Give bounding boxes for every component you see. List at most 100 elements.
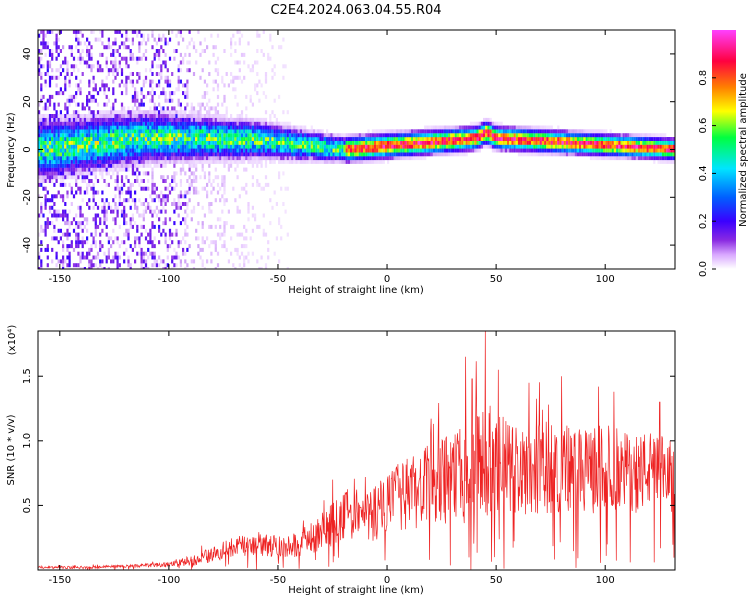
spectrogram-cell [260, 133, 263, 138]
spectrogram-cell [110, 45, 113, 50]
spectrogram-cell [123, 144, 126, 149]
spectrogram-cell [613, 144, 617, 149]
spectrogram-cell [622, 156, 625, 161]
spectrogram-cell [321, 133, 324, 138]
spectrogram-cell [153, 156, 156, 161]
spectrogram-cell [81, 156, 84, 161]
spectrogram-cell [155, 186, 158, 191]
spectrogram-cell [59, 49, 62, 53]
spectrogram-cell [358, 144, 361, 149]
spectrogram-cell [507, 133, 510, 138]
spectrogram-cell [118, 148, 121, 153]
spectrogram-cell [123, 129, 126, 134]
spectrogram-cell [271, 159, 274, 164]
spectrogram-cell [251, 102, 254, 107]
spectrogram-cell [544, 148, 547, 153]
spectrogram-cell [149, 148, 152, 153]
spectrogram-cell [382, 152, 385, 157]
spectrogram-cell [142, 102, 145, 107]
spectrogram-cell [308, 129, 311, 134]
spectrogram-cell [587, 133, 590, 138]
spectrogram-cell [68, 98, 71, 103]
spectrogram-cell [624, 152, 627, 157]
spectrogram-cell [64, 182, 67, 187]
spectrogram-cell [561, 137, 564, 141]
spectrogram-cell [105, 144, 108, 149]
spectrogram-cell [90, 186, 93, 191]
spectrogram-cell [493, 148, 497, 153]
spectrogram-cell [240, 129, 244, 134]
spectrogram-cell [175, 263, 178, 268]
spectrogram-cell [509, 129, 512, 134]
spectrogram-cell [225, 117, 228, 122]
spectrogram-cell [75, 110, 78, 115]
spectrogram-cell [254, 152, 257, 157]
spectrogram-cell [40, 213, 43, 218]
spectrogram-cell [40, 163, 43, 168]
spectrogram-cell [539, 140, 542, 145]
spectrogram-cell [120, 79, 124, 84]
spectrogram-cell [232, 129, 235, 134]
spectrogram-cell [179, 114, 182, 118]
spectrogram-cell [463, 137, 466, 141]
spectrogram-cell [603, 133, 606, 138]
spectrogram-cell [179, 259, 182, 264]
spectrogram-cell [485, 117, 488, 122]
spectrogram-cell [92, 217, 95, 222]
spectrogram-cell [201, 114, 204, 118]
spectrogram-cell [515, 129, 518, 134]
spectrogram-cell [127, 167, 130, 172]
spectrogram-cell [147, 137, 150, 141]
spectrogram-cell [603, 144, 606, 149]
spectrogram-cell [186, 121, 189, 126]
spectrogram-cell [225, 140, 228, 145]
spectrogram-cell [387, 144, 390, 149]
spectrogram-cell [221, 102, 224, 107]
spectrogram-cell [88, 114, 91, 118]
spectrogram-cell [644, 152, 647, 157]
spectrogram-cell [236, 247, 239, 252]
spectrogram-cell [358, 137, 361, 141]
spectrogram-cell [92, 182, 95, 187]
spectrogram-cell [613, 140, 617, 145]
spectrogram-cell [81, 240, 84, 245]
spectrogram-cell [365, 144, 368, 149]
spectrogram-cell [249, 68, 252, 73]
spectrogram-cell [127, 117, 130, 122]
spectrogram-cell [480, 133, 483, 138]
spectrogram-cell [123, 217, 126, 222]
spectrogram-cell [177, 137, 180, 141]
spectrogram-cell [57, 228, 60, 233]
spectrogram-cell [99, 167, 102, 172]
spectrogram-cell [131, 52, 134, 57]
spectrogram-cell [467, 125, 470, 130]
spectrogram-cell [646, 148, 649, 153]
spectrogram-cell [129, 56, 132, 61]
spectrogram-cell [206, 156, 209, 161]
spectrogram-cell [64, 259, 67, 264]
spectrogram-cell [116, 110, 119, 115]
spectrogram-cell [40, 125, 43, 130]
spectrogram-cell [624, 144, 627, 149]
spectrogram-cell [380, 159, 383, 164]
spectrogram-cell [48, 98, 52, 103]
spectrogram-cell [64, 79, 67, 84]
spectrogram-cell [426, 148, 429, 153]
colorbar-label: Normalized spectral amplitude [738, 73, 749, 227]
spectrogram-cell [197, 30, 200, 34]
spectrogram-cell [627, 156, 630, 161]
spectrogram-cell [465, 137, 468, 141]
spectrogram-cell [219, 114, 222, 118]
spectrogram-cell [114, 137, 117, 141]
spectrogram-cell [245, 129, 248, 134]
spectrogram-cell [576, 144, 579, 149]
spectrogram-cell [179, 117, 182, 122]
spectrogram-cell [77, 133, 80, 138]
spectrogram-cell [367, 156, 370, 161]
spectrogram-cell [280, 133, 283, 138]
spectrogram-cell [319, 152, 322, 157]
spectrogram-cell [507, 137, 510, 141]
spectrogram-cell [116, 68, 119, 73]
spectrogram-cell [367, 152, 370, 157]
spectrogram-cell [223, 129, 226, 134]
